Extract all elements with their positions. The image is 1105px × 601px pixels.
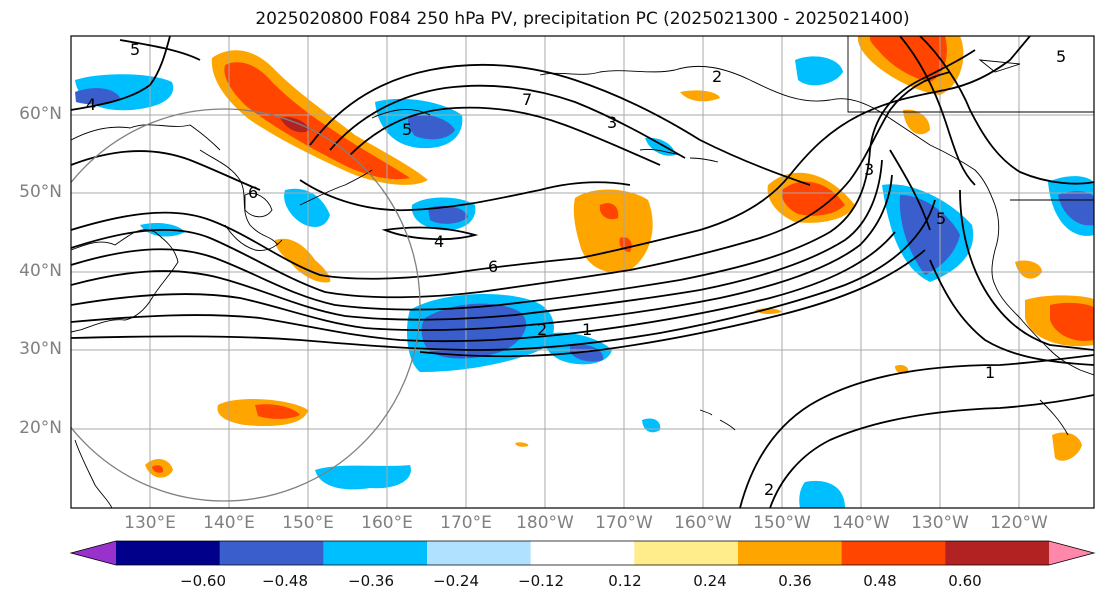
lon-label: 170°E (440, 513, 492, 533)
pv-contours (71, 36, 1094, 508)
colorbar-segment (219, 541, 324, 565)
lat-label: 60°N (19, 104, 62, 124)
contour-label: 6 (248, 183, 258, 202)
lon-label: 130°E (124, 513, 176, 533)
lon-label: 140°E (203, 513, 255, 533)
contour-label: 1 (582, 320, 592, 339)
chart-title: 2025020800 F084 250 hPa PV, precipitatio… (255, 9, 910, 29)
contour-label: 2 (712, 67, 722, 86)
lat-label: 20°N (19, 418, 62, 438)
colorbar-segment (530, 541, 635, 565)
colorbar-outline (69, 540, 1096, 566)
range-ring (71, 108, 421, 502)
contour-label: 7 (522, 90, 532, 109)
colorbar-segment (945, 541, 1050, 565)
colorbar-tick-label: 0.60 (948, 572, 982, 590)
colorbar-segment (427, 541, 532, 565)
colorbar-extend-min (71, 541, 116, 565)
lon-label: 140°W (832, 513, 890, 533)
colorbar-segment (323, 541, 428, 565)
colorbar-tick-label: −0.60 (180, 572, 226, 590)
lon-label: 120°W (990, 513, 1048, 533)
colorbar-extend-max (1049, 541, 1094, 565)
colorbar-tick-label: −0.48 (262, 572, 308, 590)
colorbar-tick-label: −0.12 (518, 572, 564, 590)
contour-label: 5 (936, 209, 946, 228)
lat-label: 50°N (19, 182, 62, 202)
lon-label: 130°W (911, 513, 969, 533)
colorbar-tick-label: 0.12 (608, 572, 642, 590)
lat-label: 30°N (19, 339, 62, 359)
contour-label: 5 (402, 120, 412, 139)
lon-label: 180°W (516, 513, 574, 533)
contour-label: 1 (985, 363, 995, 382)
precip-shading (75, 36, 1094, 508)
colorbar-segment (634, 541, 739, 565)
contour-label: 4 (86, 95, 96, 114)
contour-label: 2 (537, 320, 547, 339)
contour-label: 5 (1056, 47, 1066, 66)
contour-label: 3 (607, 113, 617, 132)
colorbar-segment (116, 541, 221, 565)
colorbar-tick-label: −0.36 (348, 572, 394, 590)
contour-label: 5 (130, 40, 140, 59)
graticule (71, 36, 1094, 508)
contour-labels: 5 4 6 7 5 3 2 4 6 2 1 3 1 5 5 2 (86, 40, 1066, 499)
lon-label: 160°W (674, 513, 732, 533)
lon-label: 150°W (753, 513, 811, 533)
coastlines (71, 36, 1094, 508)
lon-label: 150°E (282, 513, 334, 533)
lat-label: 40°N (19, 261, 62, 281)
contour-label: 2 (764, 480, 774, 499)
contour-label: 6 (488, 257, 498, 276)
contour-label: 3 (864, 160, 874, 179)
colorbar-segment (738, 541, 843, 565)
map-frame (70, 35, 1095, 509)
colorbar-tick-label: 0.24 (693, 572, 727, 590)
colorbar-tick-label: −0.24 (433, 572, 479, 590)
lon-label: 170°W (595, 513, 653, 533)
contour-label: 4 (434, 232, 444, 251)
colorbar-tick-label: 0.48 (863, 572, 897, 590)
lon-label: 160°E (361, 513, 413, 533)
colorbar-segment (841, 541, 946, 565)
colorbar-tick-label: 0.36 (778, 572, 812, 590)
